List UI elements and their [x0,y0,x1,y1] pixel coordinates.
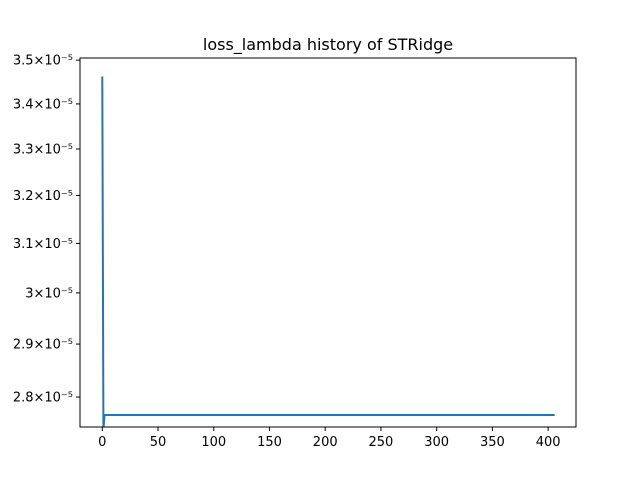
y-tick-label: 3.3×10⁻⁵ [13,142,73,157]
x-tick-label: 0 [98,435,106,450]
x-tick-label: 300 [424,435,449,450]
chart-title: loss_lambda history of STRidge [203,35,453,55]
x-tick-label: 250 [369,435,394,450]
y-tick-label: 2.8×10⁻⁵ [13,391,73,406]
y-tick-label: 2.9×10⁻⁵ [13,338,73,353]
y-tick-label: 3×10⁻⁵ [25,286,73,301]
y-tick-label: 3.5×10⁻⁵ [13,54,73,69]
y-axis: 2.8×10⁻⁵ 2.9×10⁻⁵ 3×10⁻⁵ 3.1×10⁻⁵ 3.2×10⁻⁵ 3.… [13,54,80,406]
x-tick-label: 350 [480,435,505,450]
x-tick-label: 200 [313,435,338,450]
y-tick-label: 3.1×10⁻⁵ [13,237,73,252]
x-tick-label: 100 [201,435,226,450]
x-tick-label: 150 [257,435,282,450]
y-tick-label: 3.4×10⁻⁵ [13,97,73,112]
x-axis: 0 50 100 150 200 250 300 350 400 [98,427,561,450]
x-tick-label: 400 [536,435,561,450]
x-tick-label: 50 [150,435,167,450]
plot-frame [79,57,577,428]
y-tick-label: 3.2×10⁻⁵ [13,189,73,204]
series-line-0 [101,76,555,427]
